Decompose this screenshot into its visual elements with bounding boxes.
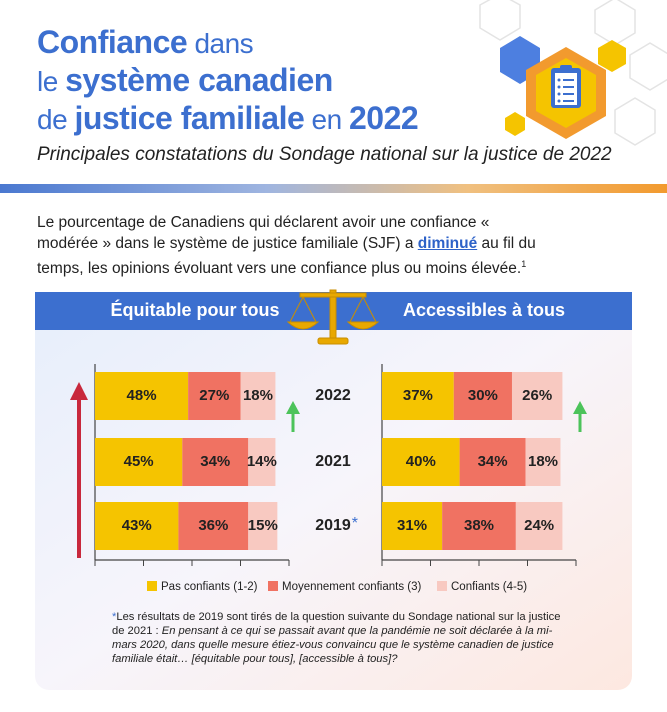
value-label: 34% [478, 453, 508, 470]
text-segment: de [37, 104, 75, 135]
category-note: * [352, 515, 358, 532]
category-label: 2021 [315, 453, 351, 470]
value-label: 15% [248, 517, 278, 534]
icon [500, 36, 626, 139]
bar-segment [95, 372, 189, 420]
value-label: 37% [403, 387, 433, 404]
value-label: 43% [122, 517, 152, 534]
divider [0, 184, 667, 193]
legend-label: Confiants (4-5) [451, 581, 527, 593]
value-label: 24% [524, 517, 554, 534]
text-segment: en [304, 104, 349, 135]
chart-title: Équitable pour tous [111, 299, 280, 320]
bar-segment [248, 438, 276, 486]
bar-segment [515, 502, 563, 550]
text-segment: système canadien [65, 62, 333, 98]
bar-segment [453, 372, 512, 420]
category-label: 2022 [315, 387, 351, 404]
bar-segment [525, 438, 561, 486]
title-line: de justice familiale en 2022 [37, 100, 419, 138]
bar-segment [442, 502, 516, 550]
text-segment: Les résultats de 2019 sont tirés de la q… [112, 611, 561, 637]
value-label: 45% [124, 453, 154, 470]
legend-swatch [437, 581, 447, 591]
text-segment: En pensant à ce qui se passait avant que… [112, 625, 554, 665]
value-label: 38% [464, 517, 494, 534]
text-segment: Le pourcentage de Canadiens qui déclaren… [37, 214, 490, 252]
decoration [479, 0, 667, 146]
text-segment: dans [187, 28, 254, 59]
legend-label: Pas confiants (1-2) [161, 581, 258, 593]
scales-icon [286, 289, 380, 345]
chart-title: Accessibles à tous [403, 300, 565, 320]
bar-segment [95, 502, 179, 550]
text-segment: justice familiale [74, 100, 305, 136]
text-segment: 1 [521, 259, 527, 269]
value-label: 30% [468, 387, 498, 404]
title-line: le système canadien [37, 62, 418, 100]
bar-segment [459, 438, 526, 486]
value-label: 18% [243, 387, 273, 404]
value-label: 48% [127, 387, 157, 404]
bar-segment [382, 502, 443, 550]
legend-label: Moyennement confiants (3) [282, 581, 422, 593]
trend-arrows [70, 382, 587, 558]
value-label: 26% [522, 387, 552, 404]
bar-segment [178, 502, 249, 550]
value-label: 27% [199, 387, 229, 404]
value-label: 31% [397, 517, 427, 534]
value-label: 34% [200, 453, 230, 470]
bar-segment [240, 372, 276, 420]
text-segment: 2022 [348, 100, 419, 136]
value-label: 36% [198, 517, 228, 534]
title: Confiance dans le système canadien de just… [37, 24, 419, 138]
bar-segment [511, 372, 563, 420]
intro-text: Le pourcentage de Canadiens qui déclaren… [37, 212, 537, 279]
legend-swatch [268, 581, 278, 591]
bar-segment [382, 438, 460, 486]
text-segment: Confiance [37, 24, 188, 60]
legend-swatch [147, 581, 157, 591]
text-segment: le [37, 66, 66, 97]
bar-segment [248, 502, 278, 550]
title-line: Confiance dans [37, 24, 418, 62]
footnote: *Les résultats de 2019 sont tirés de la … [112, 610, 562, 666]
bar-segment [188, 372, 241, 420]
text-segment: au fil du temps, les opinions évoluant v… [37, 235, 536, 278]
value-label: 14% [247, 453, 277, 470]
category-label: 2019 [315, 517, 351, 534]
bar-segment [95, 438, 183, 486]
bar-segment [382, 372, 454, 420]
value-label: 18% [528, 453, 558, 470]
text-segment: diminué [417, 235, 478, 252]
value-label: 40% [406, 453, 436, 470]
text-segment: * [112, 611, 117, 623]
subtitle: Principales constatations du Sondage nat… [37, 144, 612, 165]
bar-segment [182, 438, 249, 486]
